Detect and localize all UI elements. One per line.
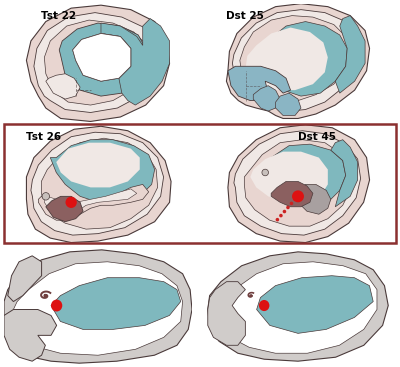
Polygon shape <box>8 256 42 302</box>
Text: Tst 26: Tst 26 <box>26 132 62 142</box>
Polygon shape <box>46 74 80 99</box>
Polygon shape <box>232 10 361 111</box>
Polygon shape <box>56 143 140 188</box>
Polygon shape <box>73 33 131 81</box>
Polygon shape <box>246 28 328 90</box>
Polygon shape <box>208 282 245 345</box>
Polygon shape <box>4 309 57 361</box>
Polygon shape <box>208 252 388 361</box>
Polygon shape <box>41 138 158 229</box>
Polygon shape <box>271 181 313 207</box>
Polygon shape <box>215 262 377 353</box>
Polygon shape <box>257 276 373 333</box>
Polygon shape <box>331 140 358 207</box>
Polygon shape <box>59 23 146 96</box>
Polygon shape <box>295 184 331 214</box>
Circle shape <box>283 210 286 213</box>
Circle shape <box>292 190 304 202</box>
Polygon shape <box>14 262 182 355</box>
Polygon shape <box>253 86 280 111</box>
Polygon shape <box>44 20 149 105</box>
Circle shape <box>279 214 283 217</box>
Circle shape <box>293 197 297 201</box>
Polygon shape <box>240 16 350 101</box>
Text: Dst 25: Dst 25 <box>226 11 264 21</box>
Polygon shape <box>34 12 159 113</box>
Polygon shape <box>335 16 365 93</box>
Polygon shape <box>250 152 328 202</box>
Circle shape <box>66 197 77 208</box>
Polygon shape <box>101 19 170 105</box>
Polygon shape <box>265 144 346 207</box>
Polygon shape <box>26 5 170 121</box>
Text: Tst 22: Tst 22 <box>41 11 76 21</box>
Polygon shape <box>26 126 171 243</box>
Polygon shape <box>228 125 370 243</box>
Circle shape <box>51 299 62 312</box>
Polygon shape <box>38 184 149 220</box>
Polygon shape <box>276 93 301 116</box>
Polygon shape <box>44 189 137 216</box>
Polygon shape <box>46 196 83 222</box>
Circle shape <box>259 300 270 311</box>
Polygon shape <box>226 4 370 119</box>
Polygon shape <box>234 131 361 235</box>
Polygon shape <box>268 22 347 96</box>
Circle shape <box>286 206 290 209</box>
Polygon shape <box>73 33 131 81</box>
Circle shape <box>42 193 50 200</box>
Polygon shape <box>4 250 192 363</box>
Circle shape <box>276 218 279 221</box>
Circle shape <box>290 201 293 205</box>
Polygon shape <box>51 278 181 330</box>
Polygon shape <box>244 140 352 226</box>
Polygon shape <box>228 66 290 101</box>
Text: Dst 45: Dst 45 <box>298 132 336 142</box>
Polygon shape <box>31 132 164 235</box>
Circle shape <box>262 169 268 176</box>
Polygon shape <box>50 140 155 202</box>
